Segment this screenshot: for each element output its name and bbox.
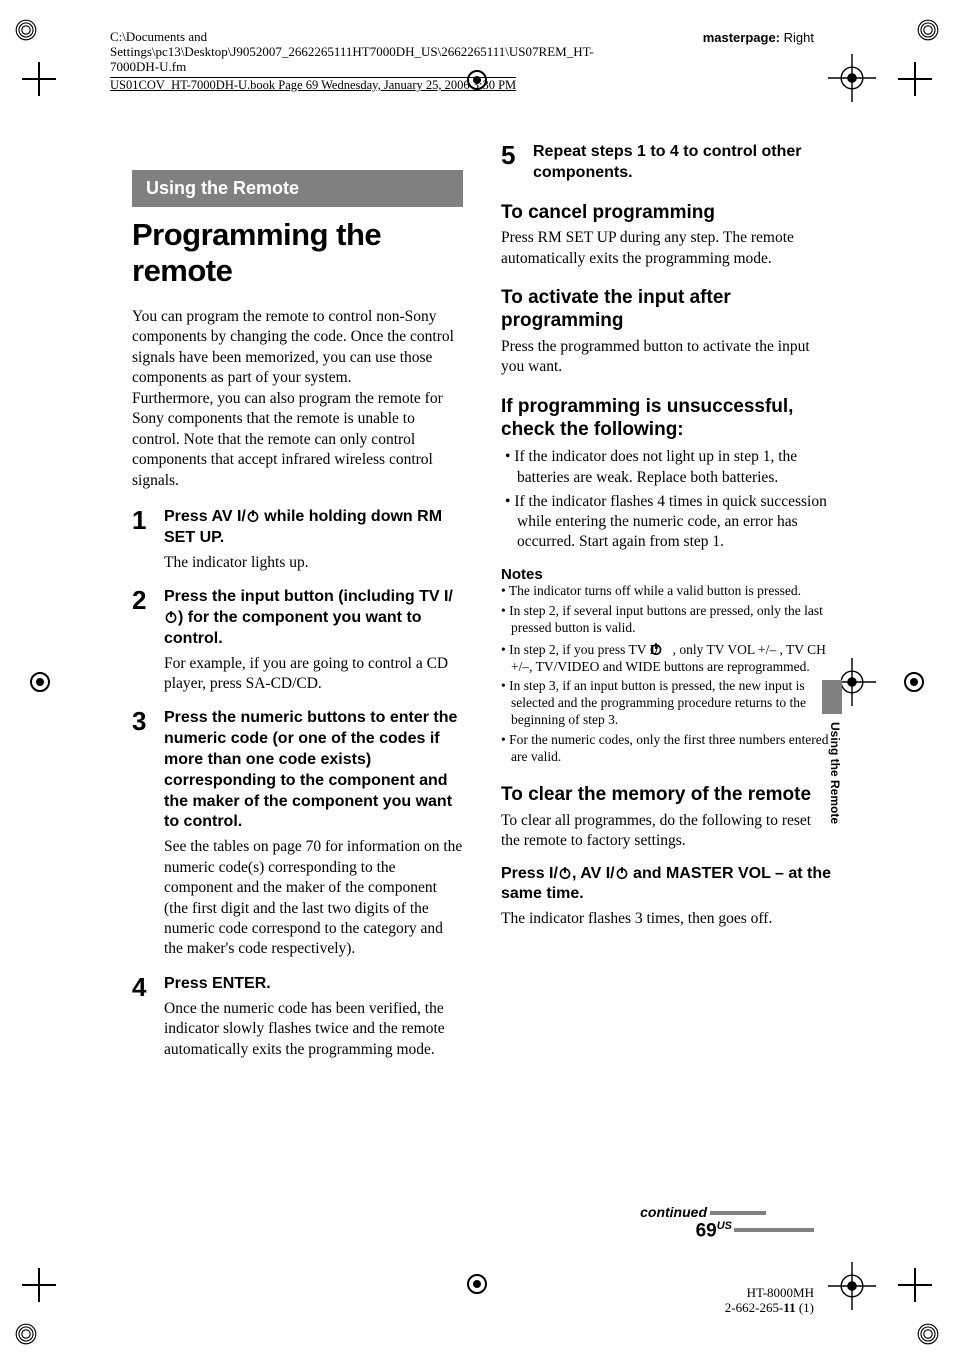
registration-circle-br: [914, 1320, 942, 1348]
section-label: Using the Remote: [132, 170, 463, 207]
heading-activate: To activate the input after programming: [501, 287, 832, 333]
heading-unsuccessful: If programming is unsuccessful, check th…: [501, 396, 832, 442]
page-number: 69US: [696, 1220, 814, 1242]
step-text: For example, if you are going to control…: [164, 654, 463, 695]
power-icon: [558, 866, 572, 880]
step-title: Repeat steps 1 to 4 to control other com…: [533, 142, 832, 184]
step-title: Press ENTER.: [164, 974, 463, 995]
para-activate: Press the programmed button to activate …: [501, 337, 832, 378]
part-number: 2-662-265-11 (1): [725, 1300, 814, 1316]
registration-dot-bottom: [467, 1274, 487, 1294]
step-5: 5 Repeat steps 1 to 4 to control other c…: [501, 142, 832, 184]
notes-heading: Notes: [501, 566, 832, 583]
step-number: 5: [501, 142, 533, 184]
page-title: Programming the remote: [132, 217, 463, 289]
registration-circle-tr: [914, 16, 942, 44]
registration-dot-left: [30, 672, 50, 692]
model-number: HT-8000MH: [725, 1285, 814, 1301]
side-tab-bar: [822, 680, 842, 714]
note-item: In step 2, if several input buttons are …: [501, 603, 832, 637]
step-4: 4Press ENTER. Once the numeric code has b…: [132, 974, 463, 1060]
para-cancel: Press RM SET UP during any step. The rem…: [501, 228, 832, 269]
step-3: 3Press the numeric buttons to enter the …: [132, 708, 463, 960]
masterpage-key: masterpage:: [703, 30, 780, 45]
crop-mark-br: [898, 1268, 932, 1302]
step-title: Press the input button (including TV I/)…: [164, 587, 463, 649]
power-icon: [615, 866, 629, 880]
registration-circle-tl: [12, 16, 40, 44]
note-item: The indicator turns off while a valid bu…: [501, 583, 832, 600]
note-item: In step 2, if you press TV I/, only TV V…: [501, 640, 832, 676]
power-icon: [164, 610, 178, 624]
bullet-item: If the indicator does not light up in st…: [505, 447, 832, 487]
side-tab: Using the Remote: [822, 680, 842, 860]
step-number: 2: [132, 587, 164, 694]
notes-list: The indicator turns off while a valid bu…: [501, 583, 832, 766]
page-content: Using the Remote Programming the remote …: [132, 142, 832, 1074]
right-column: 5 Repeat steps 1 to 4 to control other c…: [501, 142, 832, 1074]
step-2: 2Press the input button (including TV I/…: [132, 587, 463, 694]
corner-info: HT-8000MH 2-662-265-11 (1): [725, 1285, 814, 1316]
step-title: Press the numeric buttons to enter the n…: [164, 708, 463, 833]
step5-wrap: 5 Repeat steps 1 to 4 to control other c…: [501, 142, 832, 184]
side-tab-label: Using the Remote: [822, 722, 842, 824]
para-clear: To clear all programmes, do the followin…: [501, 811, 832, 852]
crop-mark-tl: [22, 62, 56, 96]
registration-dot-right: [904, 672, 924, 692]
note-item: For the numeric codes, only the first th…: [501, 732, 832, 766]
left-column: Using the Remote Programming the remote …: [132, 142, 463, 1074]
crop-mark-tr: [898, 62, 932, 96]
press-heading: Press I/, AV I/ and MASTER VOL – at the …: [501, 864, 832, 906]
steps-list: 1Press AV I/ while holding down RM SET U…: [132, 507, 463, 1060]
step-number: 1: [132, 507, 164, 573]
masterpage-value: Right: [784, 30, 814, 45]
step-text: See the tables on page 70 for informatio…: [164, 837, 463, 960]
intro-text: You can program the remote to control no…: [132, 307, 463, 491]
power-icon: [659, 642, 673, 656]
step-number: 4: [132, 974, 164, 1060]
masterpage-label: masterpage: Right: [703, 30, 814, 45]
press-para: The indicator flashes 3 times, then goes…: [501, 909, 832, 929]
step-text: The indicator lights up.: [164, 553, 463, 573]
book-page-info: US01COV_HT-7000DH-U.book Page 69 Wednesd…: [110, 78, 516, 93]
registration-circle-bl: [12, 1320, 40, 1348]
continued-label: continued: [640, 1204, 766, 1220]
bullet-list: If the indicator does not light up in st…: [501, 447, 832, 552]
registration-target-br: [828, 1262, 876, 1310]
step-text: Once the numeric code has been verified,…: [164, 999, 463, 1060]
step-number: 3: [132, 708, 164, 960]
heading-clear: To clear the memory of the remote: [501, 784, 832, 807]
registration-target-tr: [828, 54, 876, 102]
crop-mark-bl: [22, 1268, 56, 1302]
step-1: 1Press AV I/ while holding down RM SET U…: [132, 507, 463, 573]
bullet-item: If the indicator flashes 4 times in quic…: [505, 492, 832, 552]
power-icon: [246, 509, 260, 523]
note-item: In step 3, if an input button is pressed…: [501, 678, 832, 729]
heading-cancel: To cancel programming: [501, 202, 832, 225]
file-path: C:\Documents and Settings\pc13\Desktop\J…: [110, 30, 590, 75]
step-title: Press AV I/ while holding down RM SET UP…: [164, 507, 463, 549]
